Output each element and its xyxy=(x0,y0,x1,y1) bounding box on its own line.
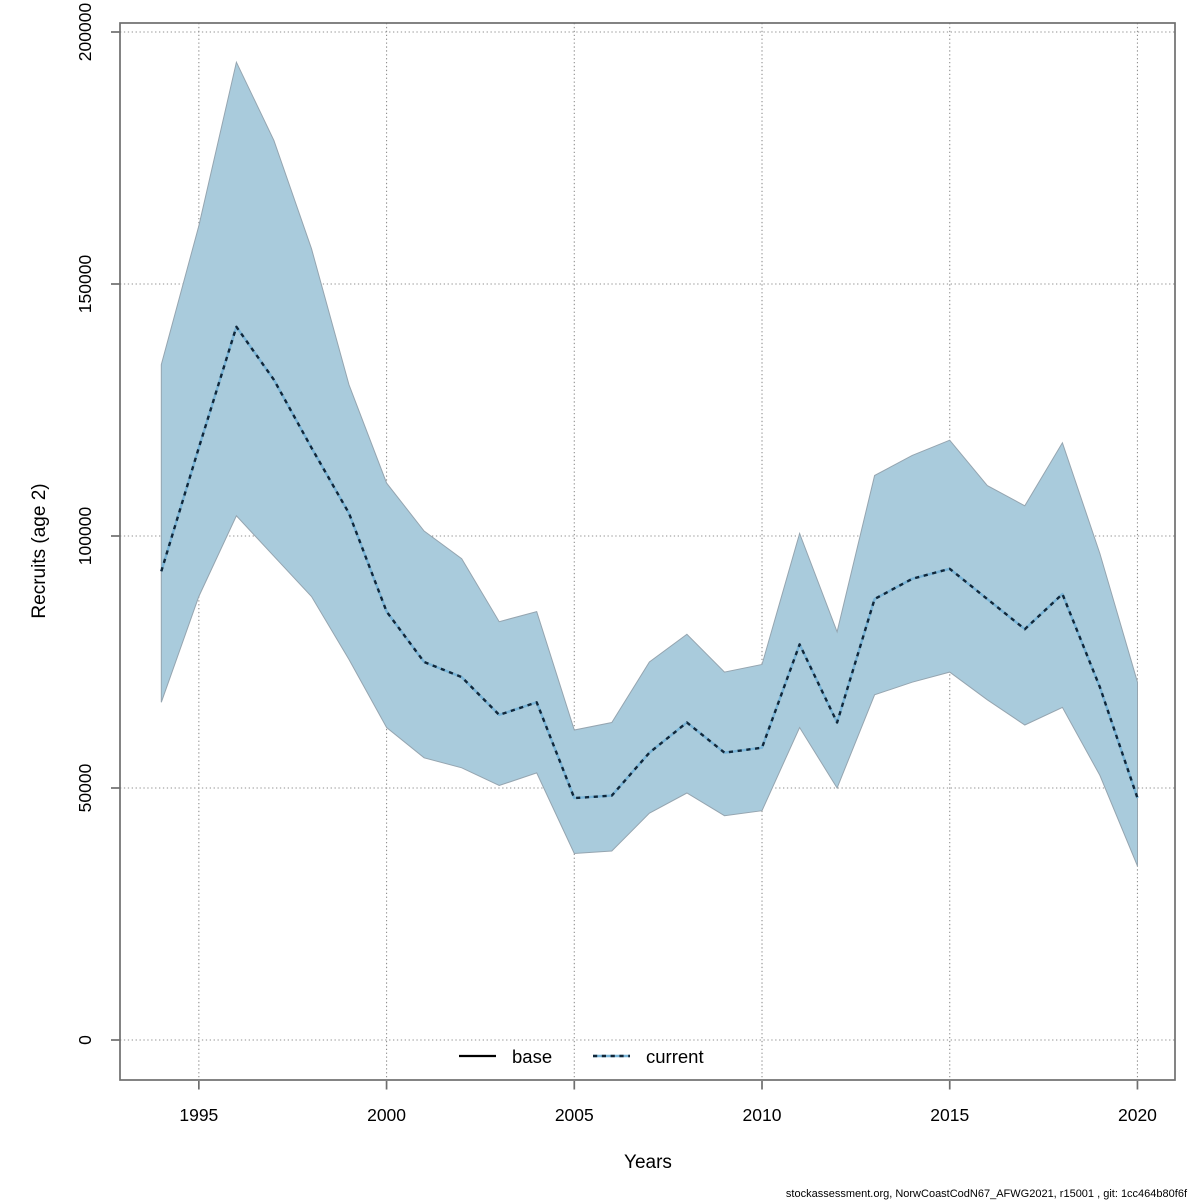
confidence-band-layer xyxy=(160,60,1138,867)
tick-layer xyxy=(111,31,1139,1090)
x-tick-label-2010: 2010 xyxy=(743,1105,782,1125)
x-tick-label-2000: 2000 xyxy=(367,1105,406,1125)
confidence-band xyxy=(160,60,1138,867)
y-tick-label-0: 0 xyxy=(75,1035,95,1045)
x-axis-title: Years xyxy=(624,1152,672,1173)
y-tick-label-150000: 150000 xyxy=(75,255,95,314)
plot-area-border xyxy=(119,22,1176,1081)
current-line xyxy=(160,325,1139,800)
series-line-layer xyxy=(160,325,1139,800)
footer-credit: stockassessment.org, NorwCoastCodN67_AFW… xyxy=(786,1188,1188,1200)
y-tick-label-100000: 100000 xyxy=(75,507,95,566)
x-tick-label-2015: 2015 xyxy=(930,1105,969,1125)
legend-current-label: current xyxy=(646,1046,704,1067)
legend: base current xyxy=(459,1046,704,1067)
y-axis-title: Recruits (age 2) xyxy=(29,483,50,618)
y-tick-label-50000: 50000 xyxy=(75,763,95,812)
tick-label-layer: 0 50000 100000 150000 200000 1995 2000 2005 2010… xyxy=(75,3,1157,1125)
x-tick-label-2020: 2020 xyxy=(1118,1105,1157,1125)
y-tick-label-200000: 200000 xyxy=(75,3,95,62)
x-tick-label-2005: 2005 xyxy=(555,1105,594,1125)
x-tick-label-1995: 1995 xyxy=(179,1105,218,1125)
legend-base-label: base xyxy=(512,1046,552,1067)
